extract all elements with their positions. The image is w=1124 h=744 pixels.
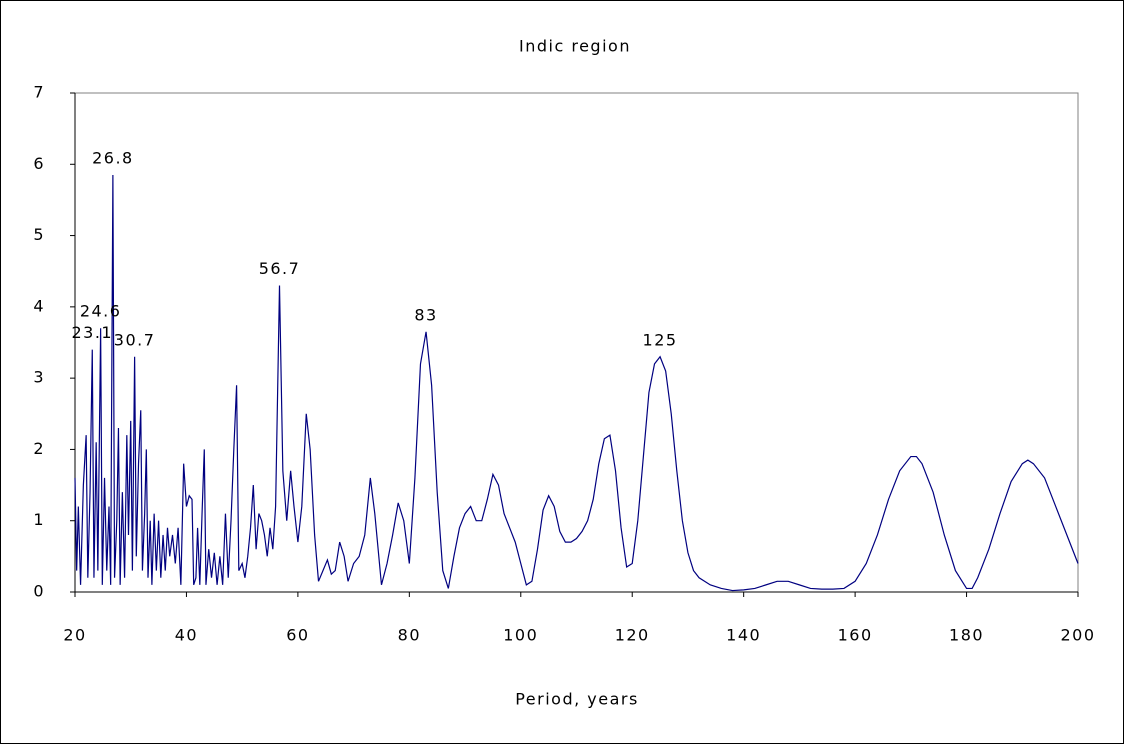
data-line [74,174,1079,592]
x-tick-label: 140 [726,626,761,645]
x-tick-label: 80 [398,626,421,645]
x-tick-label: 100 [503,626,538,645]
x-tick-label: 180 [949,626,984,645]
peak-label: 83 [414,305,437,324]
y-tick-label: 6 [33,154,45,173]
peak-label: 125 [643,330,678,349]
y-tick-label: 5 [33,225,45,244]
y-tick-label: 2 [33,439,45,458]
chart-title: Indic region [519,37,631,56]
peak-label: 24.6 [80,302,122,321]
peak-label: 26.8 [92,148,134,167]
x-tick-label: 160 [838,626,873,645]
y-tick-label: 1 [33,510,45,529]
x-tick-label: 60 [286,626,309,645]
x-tick-label: 20 [63,626,86,645]
x-tick-label: 120 [615,626,650,645]
peak-label: 56.7 [259,259,301,278]
x-tick-label: 40 [175,626,198,645]
y-tick-label: 7 [33,83,45,102]
y-tick-label: 4 [33,296,45,315]
peak-label: 23.1 [71,323,113,342]
y-tick-label: 3 [33,368,45,387]
y-tick-label: 0 [33,582,45,601]
x-axis-title: Period, years [515,690,639,709]
x-tick-label: 200 [1060,626,1095,645]
peak-label: 30.7 [114,330,156,349]
